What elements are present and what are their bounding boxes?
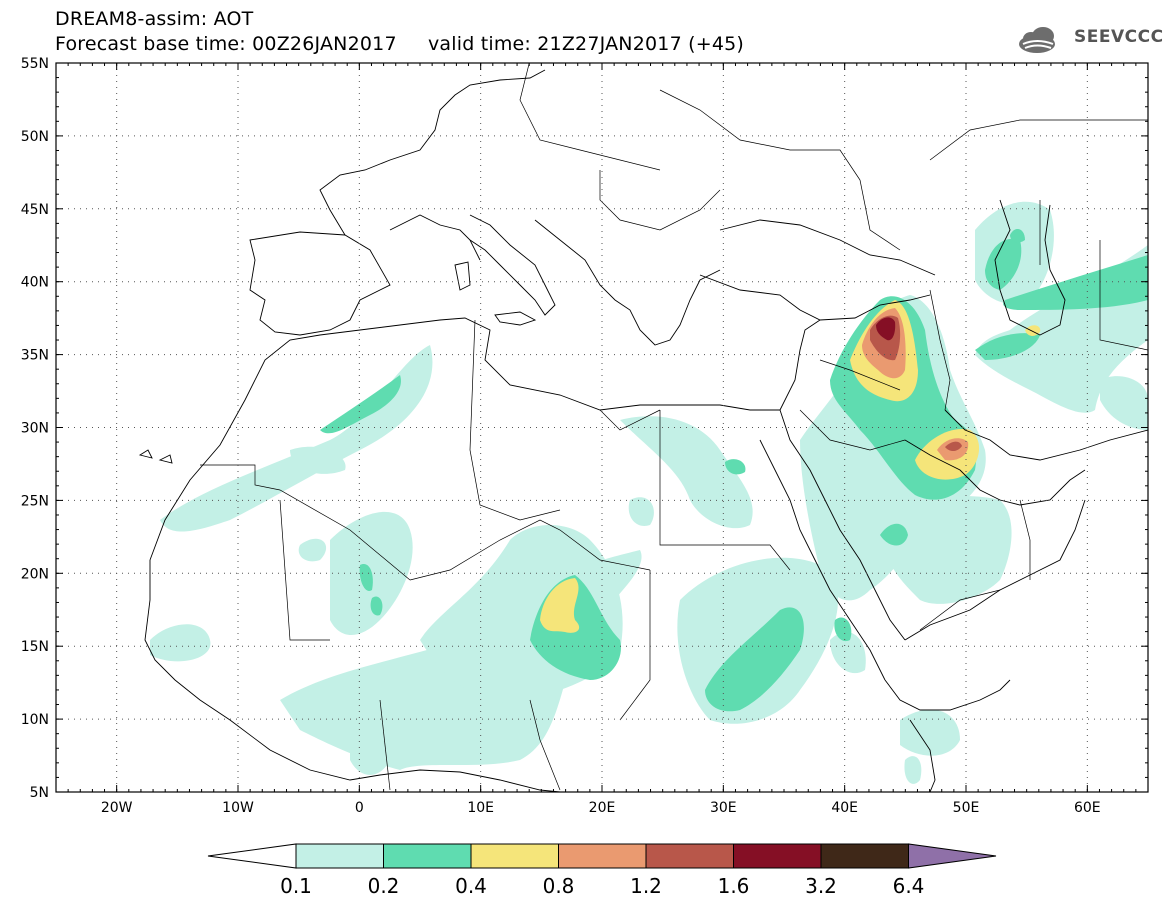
colorbar-swatch bbox=[470, 843, 559, 869]
longitude-labels: 20W 10W 0 10E 20E 30E 40E 50E 60E bbox=[101, 800, 1101, 816]
product-title: DREAM8-assim: AOT bbox=[55, 8, 254, 30]
lon-label: 20W bbox=[101, 800, 133, 816]
colorbar-label: 0.1 bbox=[280, 874, 312, 898]
lat-label: 5N bbox=[30, 785, 49, 801]
lat-label: 55N bbox=[21, 56, 49, 72]
time-info: Forecast base time: 00Z26JAN2017 valid t… bbox=[55, 33, 744, 55]
valid-time: valid time: 21Z27JAN2017 (+45) bbox=[427, 33, 745, 55]
lat-label: 40N bbox=[21, 275, 49, 291]
colorbar-swatch bbox=[645, 843, 734, 869]
colorbar-over-arrow bbox=[908, 843, 997, 869]
lat-label: 15N bbox=[21, 639, 49, 655]
colorbar-under-arrow bbox=[207, 843, 297, 869]
colorbar-swatch bbox=[383, 843, 472, 869]
colorbar-label: 6.4 bbox=[893, 874, 925, 898]
lon-label: 20E bbox=[589, 800, 616, 816]
colorbar-label: 0.8 bbox=[543, 874, 575, 898]
colorbar-swatch bbox=[820, 843, 909, 869]
colorbar-label: 3.2 bbox=[805, 874, 837, 898]
borders bbox=[200, 63, 1148, 791]
lat-label: 35N bbox=[21, 348, 49, 364]
colorbar-label: 0.4 bbox=[455, 874, 487, 898]
lat-label: 25N bbox=[21, 493, 49, 509]
coastlines bbox=[138, 69, 1148, 792]
lon-label: 30E bbox=[710, 800, 737, 816]
colorbar: 0.1 0.2 0.4 0.8 1.2 1.6 3.2 6.4 bbox=[207, 843, 997, 898]
lat-label: 10N bbox=[21, 712, 49, 728]
lon-label: 40E bbox=[831, 800, 858, 816]
logo-text: SEEVCCC bbox=[1074, 27, 1164, 47]
lat-label: 45N bbox=[21, 202, 49, 218]
colorbar-label: 0.2 bbox=[368, 874, 400, 898]
colorbar-swatch bbox=[295, 843, 384, 869]
aot-contour-1.6 bbox=[876, 317, 896, 341]
lon-label: 0 bbox=[355, 800, 364, 816]
graticule bbox=[56, 63, 1148, 792]
base-time: Forecast base time: 00Z26JAN2017 bbox=[55, 33, 397, 55]
lon-label: 50E bbox=[953, 800, 980, 816]
aot-field bbox=[150, 201, 1148, 784]
colorbar-label: 1.2 bbox=[630, 874, 662, 898]
colorbar-label: 1.6 bbox=[718, 874, 750, 898]
lat-label: 20N bbox=[21, 566, 49, 582]
lon-label: 10W bbox=[222, 800, 254, 816]
lon-label: 60E bbox=[1074, 800, 1101, 816]
lon-label: 10E bbox=[467, 800, 494, 816]
lat-label: 50N bbox=[21, 129, 49, 145]
cloud-icon bbox=[1019, 27, 1055, 53]
colorbar-swatch bbox=[558, 843, 647, 869]
colorbar-swatch bbox=[733, 843, 822, 869]
lat-label: 30N bbox=[21, 421, 49, 437]
seevccc-logo bbox=[1019, 27, 1055, 53]
axis-ticks bbox=[55, 62, 1149, 793]
latitude-labels: 55N 50N 45N 40N 35N 30N 25N 20N 15N 10N 5N bbox=[21, 56, 49, 801]
